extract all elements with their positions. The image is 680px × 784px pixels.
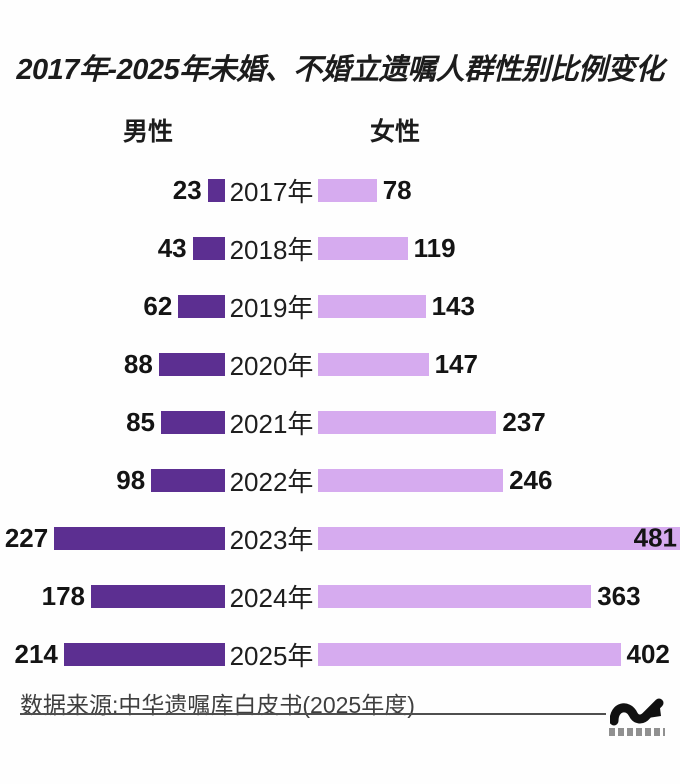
female-value-label: 402 <box>626 638 670 669</box>
male-bar <box>91 584 225 608</box>
female-bar: 481 <box>318 523 680 553</box>
female-bar <box>318 294 426 318</box>
male-value-label: 43 <box>157 232 187 263</box>
female-value-label: 481 <box>633 522 677 553</box>
male-bar-zone: 23 <box>0 175 225 206</box>
male-bar-zone: 62 <box>0 291 225 322</box>
year-label: 2022年 <box>229 466 314 497</box>
female-value-label: 363 <box>597 580 641 611</box>
chart-row: 23 2017年 78 <box>0 161 680 219</box>
female-value-label: 237 <box>502 406 546 437</box>
female-value-label: 119 <box>413 232 456 263</box>
female-bar <box>318 642 621 666</box>
year-label: 2018年 <box>229 234 314 265</box>
male-bar-zone: 98 <box>0 465 225 496</box>
male-value-label: 62 <box>143 290 173 321</box>
year-label: 2020年 <box>229 350 314 381</box>
male-value-label: 178 <box>41 580 85 611</box>
year-label: 2019年 <box>229 292 314 323</box>
male-value-label: 23 <box>172 174 202 205</box>
male-bar <box>178 294 225 318</box>
male-bar <box>54 526 225 550</box>
male-bar-zone: 43 <box>0 233 225 264</box>
female-bar-zone: 143 <box>318 291 680 322</box>
female-value-label: 78 <box>382 174 412 205</box>
male-value-label: 85 <box>126 406 155 437</box>
male-column-header: 男性 <box>123 118 174 146</box>
year-label: 2023年 <box>229 524 314 555</box>
chart-row: 98 2022年 246 <box>0 451 680 509</box>
year-label: 2024年 <box>229 582 314 613</box>
male-value-label: 88 <box>123 348 153 379</box>
chart-row: 85 2021年 237 <box>0 393 680 451</box>
male-bar-zone: 85 <box>0 407 225 438</box>
female-bar <box>318 178 377 202</box>
female-bar-zone: 246 <box>318 465 680 496</box>
female-bar <box>318 410 497 434</box>
year-label: 2025年 <box>229 640 314 671</box>
female-column-header: 女性 <box>370 118 421 146</box>
female-bar-zone: 237 <box>318 407 680 438</box>
female-bar <box>318 584 592 608</box>
male-bar <box>161 410 225 434</box>
female-value-label: 246 <box>509 464 553 495</box>
male-bar-zone: 178 <box>0 581 225 612</box>
chart-row: 43 2018年 119 <box>0 219 680 277</box>
male-bar <box>192 236 225 260</box>
male-value-label: 98 <box>116 464 146 495</box>
female-value-label: 147 <box>434 348 478 379</box>
year-label: 2017年 <box>229 176 314 207</box>
chart-row: 178 2024年 363 <box>0 567 680 625</box>
chart-title: 2017年-2025年未婚、不婚立遗嘱人群性别比例变化 <box>16 54 664 86</box>
bar-rows: 23 2017年 78 43 2018年 119 62 <box>0 161 680 683</box>
watermark-wave-logo <box>610 698 664 726</box>
male-bar <box>63 642 225 666</box>
female-bar-zone: 78 <box>318 175 680 206</box>
female-bar <box>318 352 429 376</box>
male-bar <box>151 468 225 492</box>
chart-row: 227 2023年 481 <box>0 509 680 567</box>
footer-divider <box>20 713 606 715</box>
year-label: 2021年 <box>229 408 314 439</box>
male-bar-zone: 88 <box>0 349 225 380</box>
female-bar-zone: 147 <box>318 349 680 380</box>
female-bar-zone: 481 <box>318 523 680 553</box>
male-bar <box>158 352 225 376</box>
male-bar-zone: 227 <box>0 523 225 554</box>
female-bar-zone: 363 <box>318 581 680 612</box>
watermark-caption <box>609 728 665 736</box>
chart-row: 62 2019年 143 <box>0 277 680 335</box>
female-bar <box>318 236 408 260</box>
female-bar <box>318 468 504 492</box>
female-value-label: 143 <box>431 290 475 321</box>
female-bar-zone: 402 <box>318 639 680 670</box>
chart-row: 88 2020年 147 <box>0 335 680 393</box>
male-bar <box>207 178 225 202</box>
male-value-label: 214 <box>14 638 58 669</box>
male-value-label: 227 <box>4 522 49 553</box>
male-bar-zone: 214 <box>0 639 225 670</box>
female-bar-zone: 119 <box>318 233 680 264</box>
chart-row: 214 2025年 402 <box>0 625 680 683</box>
